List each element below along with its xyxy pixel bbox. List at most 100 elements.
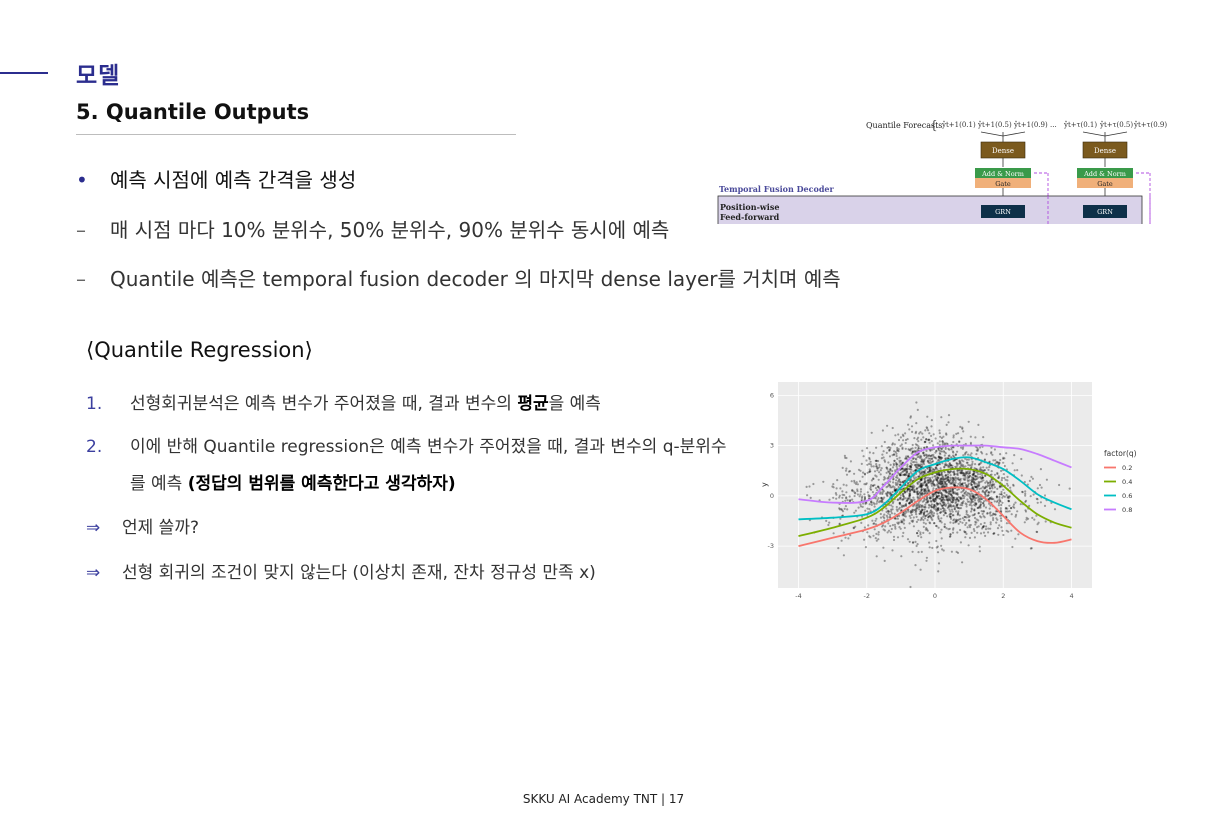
scatter-point	[972, 479, 975, 482]
scatter-point	[941, 476, 944, 479]
bullet-item: – 매 시점 마다 10% 분위수, 50% 분위수, 90% 분위수 동시에 예…	[76, 214, 669, 243]
scatter-point	[980, 461, 983, 464]
scatter-point	[937, 486, 940, 490]
scatter-point	[974, 520, 977, 523]
scatter-point	[920, 512, 923, 515]
scatter-point	[944, 457, 947, 460]
scatter-point	[927, 503, 930, 506]
scatter-point	[995, 496, 999, 499]
scatter-point	[953, 477, 956, 480]
scatter-point	[935, 546, 938, 549]
scatter-point	[955, 519, 958, 522]
scatter-point	[933, 512, 936, 515]
scatter-point	[985, 453, 988, 456]
scatter-point	[929, 455, 932, 458]
scatter-point	[908, 540, 911, 543]
scatter-point	[940, 494, 943, 497]
scatter-point	[932, 506, 935, 509]
scatter-point	[959, 498, 962, 501]
scatter-point	[973, 503, 976, 506]
scatter-point	[941, 440, 944, 443]
scatter-point	[920, 506, 923, 509]
scatter-point	[928, 504, 931, 507]
scatter-point	[998, 495, 1001, 499]
scatter-point	[915, 503, 918, 506]
scatter-point	[886, 491, 889, 494]
scatter-point	[942, 485, 945, 488]
scatter-point	[945, 463, 948, 466]
scatter-point	[941, 548, 944, 551]
scatter-point	[904, 512, 907, 515]
scatter-point	[964, 523, 967, 526]
scatter-point	[891, 466, 895, 469]
scatter-point	[932, 505, 935, 509]
scatter-point	[974, 436, 977, 439]
scatter-point	[977, 497, 980, 500]
scatter-point	[984, 534, 987, 537]
scatter-point	[968, 526, 972, 529]
scatter-point	[1007, 495, 1011, 498]
scatter-point	[952, 499, 955, 502]
scatter-point	[986, 489, 989, 492]
scatter-point	[917, 436, 920, 439]
scatter-point	[908, 487, 911, 491]
scatter-point	[965, 521, 968, 525]
scatter-point	[941, 485, 944, 488]
scatter-point	[948, 462, 951, 465]
scatter-point	[920, 489, 923, 492]
scatter-point	[920, 511, 923, 514]
scatter-point	[928, 496, 931, 500]
scatter-point	[929, 448, 932, 451]
scatter-point	[898, 506, 901, 509]
scatter-point	[917, 534, 920, 538]
scatter-point	[916, 495, 919, 498]
scatter-point	[974, 478, 977, 481]
scatter-point	[979, 496, 982, 499]
scatter-point	[1010, 513, 1013, 516]
scatter-point	[930, 500, 933, 503]
scatter-point	[890, 486, 893, 489]
scatter-point	[919, 482, 922, 486]
scatter-point	[952, 519, 955, 522]
scatter-point	[941, 477, 944, 481]
scatter-point	[1008, 495, 1011, 498]
scatter-point	[921, 482, 924, 485]
scatter-point	[937, 570, 940, 573]
scatter-point	[907, 510, 910, 513]
scatter-point	[844, 469, 848, 472]
scatter-point	[916, 481, 919, 485]
scatter-point	[951, 488, 954, 491]
scatter-point	[913, 489, 916, 492]
scatter-point	[895, 479, 898, 482]
scatter-point	[881, 492, 884, 495]
scatter-point	[1029, 495, 1032, 498]
scatter-point	[947, 504, 950, 507]
scatter-point	[977, 511, 980, 515]
scatter-point	[981, 512, 984, 515]
scatter-point	[913, 449, 916, 452]
scatter-point	[972, 477, 975, 480]
scatter-point	[879, 512, 882, 516]
scatter-point	[929, 467, 932, 470]
scatter-point	[948, 513, 951, 516]
scatter-point	[929, 499, 933, 503]
scatter-point	[908, 502, 911, 505]
scatter-point	[923, 490, 926, 493]
scatter-point	[946, 498, 949, 501]
scatter-point	[950, 500, 953, 503]
scatter-point	[941, 443, 944, 446]
scatter-point	[1008, 510, 1011, 513]
scatter-point	[991, 480, 994, 483]
scatter-point	[902, 467, 905, 470]
scatter-point	[963, 478, 966, 481]
scatter-point	[874, 497, 877, 500]
scatter-point	[967, 482, 970, 486]
legend-label: 0.8	[1122, 506, 1132, 514]
scatter-point	[926, 427, 929, 430]
scatter-point	[935, 479, 939, 482]
scatter-point	[941, 493, 944, 496]
scatter-point	[961, 490, 964, 493]
scatter-point	[923, 454, 926, 457]
scatter-point	[908, 496, 911, 499]
scatter-point	[975, 475, 978, 478]
